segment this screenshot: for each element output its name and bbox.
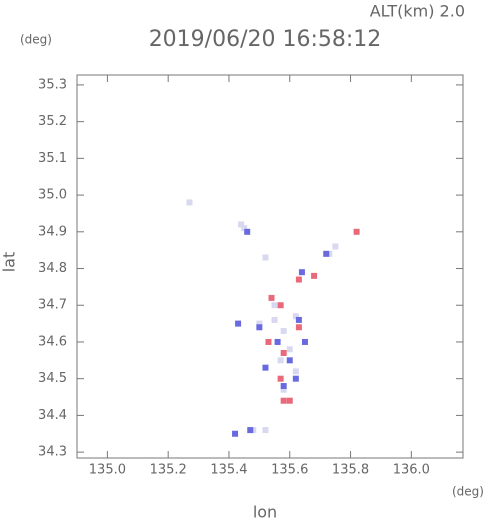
echo-cell	[186, 199, 193, 206]
y-tick-label: 34.3	[38, 445, 67, 460]
y-tick-label: 34.7	[38, 298, 67, 313]
echo-cell	[280, 327, 287, 334]
echo-cell	[292, 375, 299, 382]
chart-title: 2019/06/20 16:58:12	[149, 27, 382, 52]
x-tick-label: 135.2	[150, 463, 187, 478]
echo-cell	[286, 397, 293, 404]
echo-cell	[256, 320, 263, 327]
echo-cell	[295, 324, 302, 331]
y-tick-label: 34.9	[38, 224, 67, 239]
echo-cell	[295, 276, 302, 283]
echo-cell	[241, 225, 248, 232]
plot-frame	[76, 74, 464, 459]
echo-cell	[238, 221, 245, 228]
x-tick-label: 135.4	[210, 463, 247, 478]
x-tick-label: 136.0	[393, 463, 430, 478]
echo-cell	[232, 430, 239, 437]
x-tick-label: 135.0	[89, 463, 126, 478]
echo-cell	[250, 427, 257, 434]
echo-cell	[326, 250, 333, 257]
y-tick-label: 35.2	[38, 114, 67, 129]
echo-cell	[271, 302, 278, 309]
echo-cell	[244, 228, 251, 235]
y-tick-label: 34.4	[38, 408, 67, 423]
echo-cell	[298, 269, 305, 276]
echo-cell	[286, 357, 293, 364]
echo-cell	[262, 254, 269, 261]
echo-cell	[280, 383, 287, 390]
echo-cell	[271, 316, 278, 323]
y-unit: (deg)	[20, 33, 52, 47]
echo-cell	[256, 324, 263, 331]
x-tick-label: 135.6	[271, 463, 308, 478]
echo-cell	[247, 427, 254, 434]
y-tick-label: 35.1	[38, 151, 67, 166]
echo-cell	[295, 316, 302, 323]
y-tick-label: 34.8	[38, 261, 67, 276]
echo-cell	[323, 250, 330, 257]
echo-cell	[311, 272, 318, 279]
x-tick-label: 135.8	[332, 463, 369, 478]
echo-cell	[277, 375, 284, 382]
echo-cell	[274, 338, 281, 345]
echo-cell	[265, 338, 272, 345]
echo-cell	[262, 427, 269, 434]
echo-cell	[280, 386, 287, 393]
echo-cell	[292, 313, 299, 320]
echo-cell	[262, 364, 269, 371]
echo-cell	[280, 349, 287, 356]
echo-cell	[280, 397, 287, 404]
echo-cell	[292, 368, 299, 375]
y-tick-label: 34.5	[38, 371, 67, 386]
y-axis-label: lat	[0, 252, 19, 273]
echo-cell	[277, 302, 284, 309]
y-tick-label: 35.3	[38, 77, 67, 92]
echo-cell	[353, 228, 360, 235]
x-unit: (deg)	[452, 485, 484, 499]
echo-cell	[268, 294, 275, 301]
echo-cell	[277, 357, 284, 364]
echo-cell	[235, 320, 242, 327]
echo-cell	[301, 338, 308, 345]
altitude-note: ALT(km) 2.0	[370, 2, 465, 21]
x-axis-label: lon	[253, 503, 277, 521]
echo-cell	[332, 243, 339, 250]
y-tick-label: 35.0	[38, 188, 67, 203]
echo-cell	[286, 346, 293, 353]
y-tick-label: 34.6	[38, 334, 67, 349]
